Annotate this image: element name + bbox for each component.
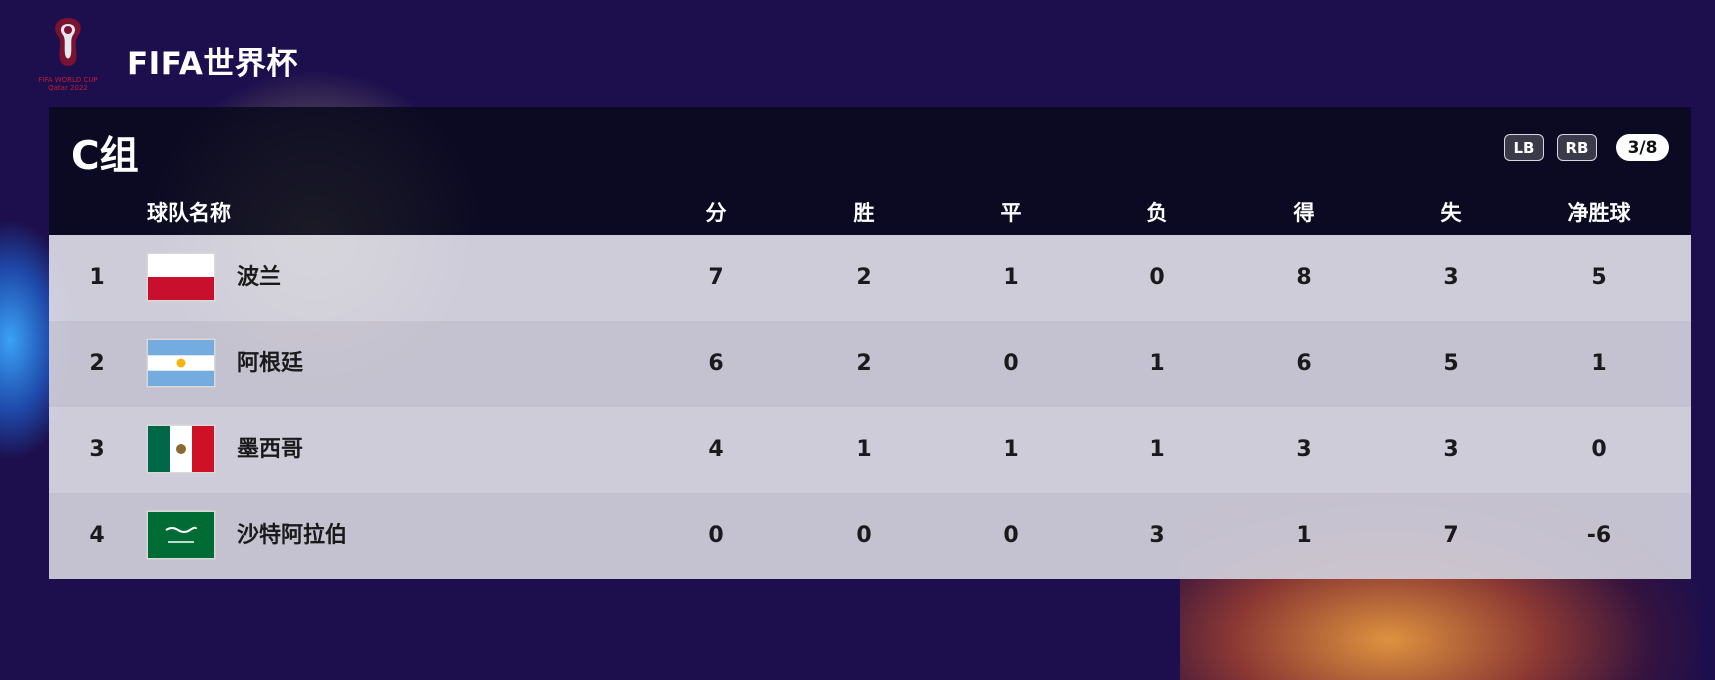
draws: 0 <box>1003 351 1019 376</box>
losses: 3 <box>1149 523 1165 548</box>
points: 6 <box>708 351 724 376</box>
goal-diff: 1 <box>1591 351 1607 376</box>
goal-diff: 5 <box>1591 265 1607 290</box>
goals-for: 8 <box>1296 265 1312 290</box>
prev-group-button[interactable]: LB <box>1504 134 1544 161</box>
table-row[interactable]: 3 墨西哥 4 1 1 1 3 3 0 <box>49 407 1691 493</box>
goals-for: 3 <box>1296 437 1312 462</box>
goals-against: 3 <box>1443 265 1459 290</box>
goals-for: 1 <box>1296 523 1312 548</box>
group-standings-panel: C组 LB RB 3/8 球队名称 分 胜 平 负 得 失 净胜球 1 波兰 7… <box>49 107 1691 579</box>
points: 7 <box>708 265 724 290</box>
draws: 1 <box>1003 265 1019 290</box>
world-cup-logo-icon: FIFA WORLD CUP Qatar 2022 <box>28 14 108 98</box>
points: 4 <box>708 437 724 462</box>
saudi-arabia-flag-icon <box>148 512 214 558</box>
rank: 3 <box>89 437 105 462</box>
rank: 2 <box>89 351 105 376</box>
draws: 1 <box>1003 437 1019 462</box>
column-header-draws: 平 <box>1000 201 1022 225</box>
team-name: 波兰 <box>237 265 282 290</box>
table-row[interactable]: 4 沙特阿拉伯 0 0 0 3 1 7 -6 <box>49 493 1691 579</box>
losses: 1 <box>1149 437 1165 462</box>
argentina-flag-icon <box>148 340 214 386</box>
goals-against: 3 <box>1443 437 1459 462</box>
table-row[interactable]: 2 阿根廷 6 2 0 1 6 5 1 <box>49 321 1691 407</box>
column-header-wins: 胜 <box>853 201 875 225</box>
rank: 4 <box>89 523 105 548</box>
team-name: 沙特阿拉伯 <box>237 523 348 548</box>
goals-for: 6 <box>1296 351 1312 376</box>
next-group-button[interactable]: RB <box>1557 134 1597 161</box>
wins: 0 <box>856 523 872 548</box>
column-header-goal-diff: 净胜球 <box>1567 201 1631 225</box>
goals-against: 5 <box>1443 351 1459 376</box>
column-header-goals-for: 得 <box>1293 201 1315 225</box>
page-indicator: 3/8 <box>1616 134 1669 161</box>
goal-diff: -6 <box>1586 523 1612 548</box>
wins: 2 <box>856 351 872 376</box>
losses: 1 <box>1149 351 1165 376</box>
wins: 1 <box>856 437 872 462</box>
rank: 1 <box>89 265 105 290</box>
column-header-goals-against: 失 <box>1440 201 1462 225</box>
points: 0 <box>708 523 724 548</box>
column-header-team: 球队名称 <box>147 201 231 225</box>
mexico-flag-icon <box>148 426 214 472</box>
goal-diff: 0 <box>1591 437 1607 462</box>
team-name: 墨西哥 <box>237 437 304 462</box>
draws: 0 <box>1003 523 1019 548</box>
logo-caption: FIFA WORLD CUP Qatar 2022 <box>38 76 98 92</box>
column-header-losses: 负 <box>1146 201 1168 225</box>
losses: 0 <box>1149 265 1165 290</box>
group-title: C组 <box>71 134 139 179</box>
team-name: 阿根廷 <box>237 351 304 376</box>
panel-header: C组 LB RB 3/8 球队名称 分 胜 平 负 得 失 净胜球 <box>49 107 1691 235</box>
poland-flag-icon <box>148 254 214 300</box>
wins: 2 <box>856 265 872 290</box>
table-row[interactable]: 1 波兰 7 2 1 0 8 3 5 <box>49 235 1691 321</box>
goals-against: 7 <box>1443 523 1459 548</box>
column-header-points: 分 <box>705 201 727 225</box>
app-title: FIFA世界杯 <box>127 46 298 82</box>
